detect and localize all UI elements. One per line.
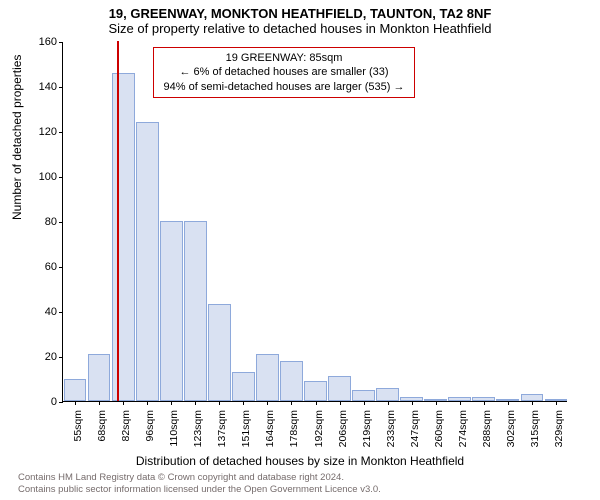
y-tick-mark [59,312,63,313]
x-tick-mark [267,401,268,405]
y-tick-mark [59,402,63,403]
histogram-bar [328,376,351,401]
histogram-chart: 19 GREENWAY: 85sqm ← 6% of detached hous… [62,42,567,402]
x-tick-mark [460,401,461,405]
histogram-bar [521,394,544,401]
x-tick-label: 68sqm [96,410,108,442]
y-tick-mark [59,357,63,358]
x-tick-label: 247sqm [409,410,421,447]
x-tick-label: 315sqm [529,410,541,447]
x-tick-mark [340,401,341,405]
x-tick-mark [291,401,292,405]
attribution-text: Contains HM Land Registry data © Crown c… [18,472,381,496]
x-tick-label: 123sqm [192,410,204,447]
y-tick-label: 100 [25,171,57,183]
x-tick-mark [195,401,196,405]
histogram-bar [64,379,87,402]
x-tick-label: 137sqm [216,410,228,447]
histogram-bar [352,390,375,401]
y-tick-mark [59,132,63,133]
histogram-bar [304,381,327,401]
y-tick-label: 120 [25,126,57,138]
y-tick-label: 140 [25,81,57,93]
x-tick-mark [412,401,413,405]
x-tick-mark [219,401,220,405]
histogram-bar [136,122,159,401]
x-tick-mark [75,401,76,405]
plot-area: 19 GREENWAY: 85sqm ← 6% of detached hous… [62,42,567,402]
x-tick-mark [99,401,100,405]
x-tick-mark [123,401,124,405]
x-tick-label: 192sqm [313,410,325,447]
y-tick-mark [59,222,63,223]
y-axis-label: Number of detached properties [10,55,24,220]
histogram-bar [88,354,111,401]
annotation-box: 19 GREENWAY: 85sqm ← 6% of detached hous… [153,47,415,98]
attribution-line3: Contains public sector information licen… [18,484,381,496]
x-tick-mark [436,401,437,405]
x-tick-mark [508,401,509,405]
x-axis-label: Distribution of detached houses by size … [0,454,600,468]
x-tick-label: 274sqm [457,410,469,447]
x-tick-mark [484,401,485,405]
y-tick-mark [59,177,63,178]
x-tick-mark [147,401,148,405]
annotation-line1: 19 GREENWAY: 85sqm [160,51,408,65]
y-tick-label: 40 [25,306,57,318]
y-tick-label: 160 [25,36,57,48]
histogram-bar [376,388,399,402]
x-tick-label: 329sqm [553,410,565,447]
attribution-line1: Contains HM Land Registry data © Crown c… [18,472,381,484]
x-tick-label: 233sqm [385,410,397,447]
x-tick-mark [316,401,317,405]
x-tick-mark [364,401,365,405]
page-title-address: 19, GREENWAY, MONKTON HEATHFIELD, TAUNTO… [0,0,600,21]
x-tick-mark [388,401,389,405]
x-tick-label: 206sqm [337,410,349,447]
y-tick-mark [59,87,63,88]
y-tick-mark [59,267,63,268]
y-tick-label: 60 [25,261,57,273]
annotation-line2: ← 6% of detached houses are smaller (33) [160,65,408,79]
x-tick-mark [532,401,533,405]
histogram-bar [208,304,231,401]
subject-marker-line [117,41,119,401]
x-tick-label: 96sqm [144,410,156,442]
histogram-bar [160,221,183,401]
y-tick-mark [59,42,63,43]
x-tick-label: 82sqm [120,410,132,442]
x-tick-label: 288sqm [481,410,493,447]
x-tick-label: 178sqm [288,410,300,447]
x-tick-label: 110sqm [168,410,180,447]
annotation-line3: 94% of semi-detached houses are larger (… [160,80,408,94]
y-tick-label: 20 [25,351,57,363]
x-tick-mark [556,401,557,405]
x-tick-label: 55sqm [72,410,84,442]
y-tick-label: 0 [25,396,57,408]
x-tick-label: 164sqm [264,410,276,447]
histogram-bar [256,354,279,401]
histogram-bar [280,361,303,402]
x-tick-label: 151sqm [240,410,252,447]
histogram-bar [112,73,135,402]
x-tick-mark [171,401,172,405]
page-title-desc: Size of property relative to detached ho… [0,21,600,40]
histogram-bar [184,221,207,401]
x-tick-label: 302sqm [505,410,517,447]
y-tick-label: 80 [25,216,57,228]
x-tick-mark [243,401,244,405]
x-tick-label: 219sqm [361,410,373,447]
x-tick-label: 260sqm [433,410,445,447]
histogram-bar [232,372,255,401]
